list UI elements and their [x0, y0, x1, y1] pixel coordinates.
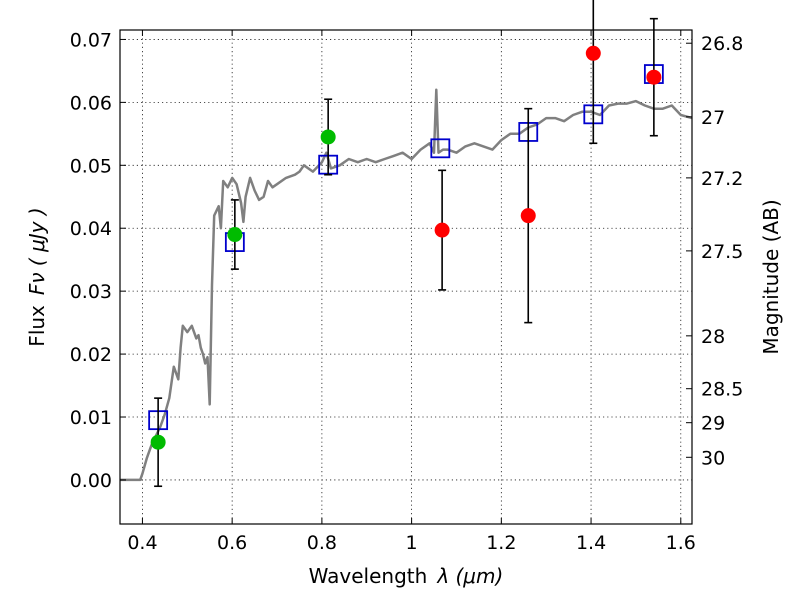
y-tick-label: 0.01	[70, 407, 112, 429]
observed-point	[150, 434, 166, 450]
y-tick-label: 0.06	[70, 92, 112, 114]
x-tick-label: 0.8	[307, 532, 337, 554]
observed-point	[585, 45, 601, 61]
y2-tick-label: 26.8	[701, 33, 743, 55]
plot-frame	[119, 29, 693, 525]
model-photometry-square	[430, 138, 451, 159]
observed-point	[320, 129, 336, 145]
x-tick-label: 0.6	[217, 532, 247, 554]
model-spectrum	[120, 88, 693, 482]
observed-point	[227, 227, 243, 243]
y2-tick-label: 28.5	[701, 379, 743, 401]
x-tick-label: 1.6	[666, 532, 696, 554]
y2-tick-label: 27	[701, 107, 725, 129]
y-tick-label: 0.05	[70, 155, 112, 177]
y-tick-label: 0.04	[70, 218, 112, 240]
x-tick-label: 1.4	[576, 532, 606, 554]
y-tick-label: 0.00	[70, 470, 112, 492]
y2-tick-label: 30	[701, 447, 725, 469]
spectrum-line	[120, 88, 693, 482]
x-tick-label: 1	[406, 532, 418, 554]
data-points	[148, 0, 664, 488]
y2-axis-label: Magnitude (AB)	[759, 199, 783, 354]
y-tick-label: 0.02	[70, 344, 112, 366]
x-tick-label: 1.2	[486, 532, 516, 554]
y2-tick-label: 29	[701, 413, 725, 435]
axes	[119, 29, 693, 525]
x-axis-label: Wavelength λ (μm)	[309, 564, 504, 588]
y-tick-label: 0.03	[70, 281, 112, 303]
observed-point	[434, 222, 450, 238]
y2-tick-label: 27.2	[701, 168, 743, 190]
grid-lines	[120, 30, 692, 524]
y2-tick-label: 27.5	[701, 241, 743, 263]
y2-tick-label: 28	[701, 326, 725, 348]
observed-point	[646, 69, 662, 85]
y-tick-label: 0.07	[70, 29, 112, 51]
y-axis-label: FluxFν ( μJy )	[25, 207, 49, 346]
x-tick-label: 0.4	[127, 532, 157, 554]
observed-point	[520, 208, 536, 224]
tick-labels: 0.4 0.6 0.8 1 1.2 1.4 1.6 0.00 0.01 0.02 0.03 0.04 0…	[70, 29, 744, 554]
